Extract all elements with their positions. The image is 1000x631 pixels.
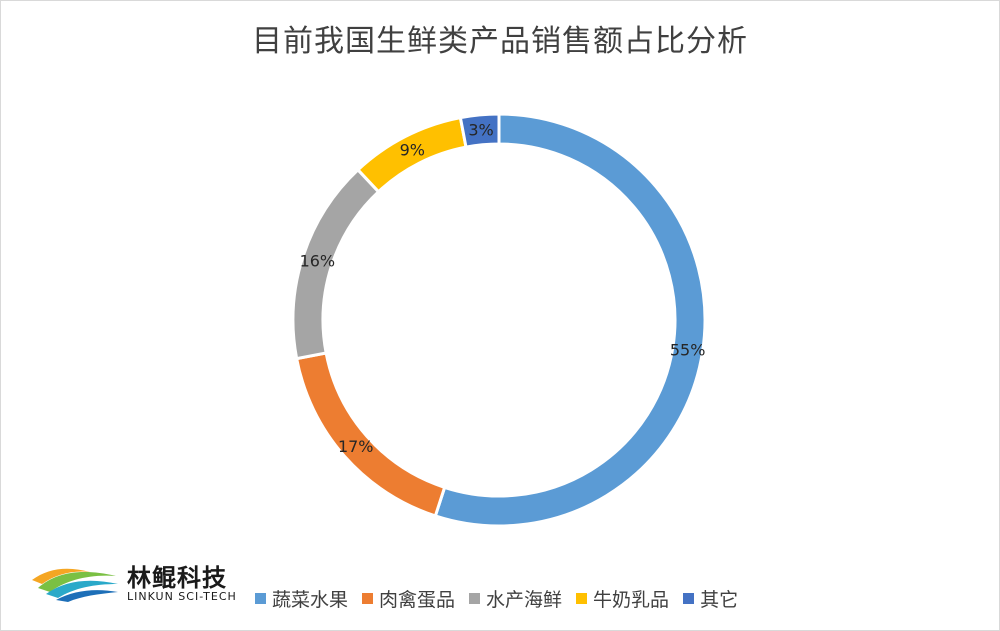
slice-label-4: 9% xyxy=(400,140,425,159)
chart-legend: 蔬菜水果 肉禽蛋品 水产海鲜 牛奶乳品 其它 xyxy=(255,585,738,612)
logo-name: 林鲲科技 xyxy=(127,564,227,592)
legend-item-1: 蔬菜水果 xyxy=(255,585,348,612)
donut-slice-labels: 55% 17% 16% 9% 3% xyxy=(300,120,706,455)
legend-item-5: 其它 xyxy=(683,585,738,612)
donut-slice-1 xyxy=(433,112,707,528)
legend-item-2: 肉禽蛋品 xyxy=(362,585,455,612)
logo-subtitle: LINKUN SCI-TECH xyxy=(127,590,237,603)
legend-swatch xyxy=(469,593,481,604)
legend-swatch xyxy=(683,593,695,604)
company-logo: 林鲲科技 LINKUN SCI-TECH xyxy=(30,558,250,606)
donut-slice-5 xyxy=(458,112,501,149)
legend-label: 肉禽蛋品 xyxy=(379,589,456,611)
slice-label-1: 55% xyxy=(670,340,706,359)
legend-item-4: 牛奶乳品 xyxy=(576,585,669,612)
legend-label: 水产海鲜 xyxy=(486,589,563,611)
donut-slice-2 xyxy=(294,351,447,518)
chart-title: 目前我国生鲜类产品销售额占比分析 xyxy=(252,24,748,59)
donut-slices xyxy=(291,112,707,528)
legend-label: 牛奶乳品 xyxy=(593,589,670,611)
slice-label-2: 17% xyxy=(338,437,374,456)
legend-swatch xyxy=(255,593,266,604)
slice-label-3: 16% xyxy=(300,251,336,270)
wave-logo-icon xyxy=(32,568,118,602)
legend-label: 蔬菜水果 xyxy=(272,589,349,611)
legend-swatch xyxy=(362,593,374,604)
legend-swatch xyxy=(576,593,588,604)
legend-item-3: 水产海鲜 xyxy=(469,585,562,612)
legend-label: 其它 xyxy=(700,589,739,611)
slice-label-5: 3% xyxy=(468,120,493,139)
